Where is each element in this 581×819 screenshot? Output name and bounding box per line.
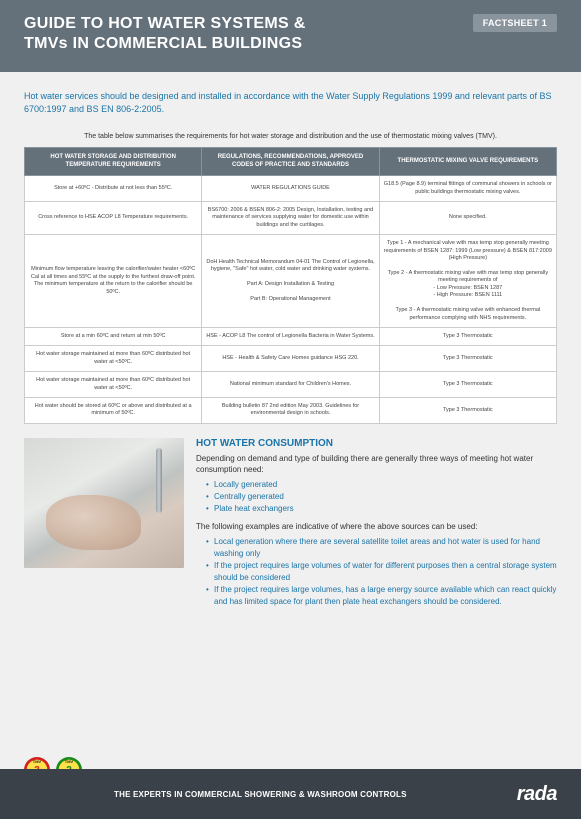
table-cell: Minimum flow temperature leaving the cal… bbox=[25, 235, 202, 328]
table-cell: BS6700: 2006 & BSEN 806-2: 2005 Design, … bbox=[202, 202, 379, 235]
table-row: Store at a min 60ºC and return at min 50… bbox=[25, 327, 557, 345]
list-item: If the project requires large volumes, h… bbox=[206, 584, 557, 608]
table-cell: Cross reference to HSE ACOP L8 Temperatu… bbox=[25, 202, 202, 235]
rada-logo: rada bbox=[517, 783, 557, 806]
title-line1: GUIDE TO HOT WATER SYSTEMS & bbox=[24, 15, 306, 32]
table-cell: Hot water storage maintained at more tha… bbox=[25, 372, 202, 398]
intro-paragraph: Hot water services should be designed an… bbox=[24, 90, 557, 116]
tmv-label: TMV bbox=[33, 759, 41, 764]
lower-section: HOT WATER CONSUMPTION Depending on deman… bbox=[24, 438, 557, 615]
table-cell: HSE - ACOP L8 The control of Legionella … bbox=[202, 327, 379, 345]
list-item: Plate heat exchangers bbox=[206, 503, 557, 515]
hand-washing-photo bbox=[24, 438, 184, 568]
table-cell: National minimum standard for Children's… bbox=[202, 372, 379, 398]
list-item: If the project requires large volumes of… bbox=[206, 560, 557, 584]
page-title: GUIDE TO HOT WATER SYSTEMS & TMVs IN COM… bbox=[24, 14, 306, 54]
list-item: Local generation where there are several… bbox=[206, 536, 557, 560]
table-cell: Store at a min 60ºC and return at min 50… bbox=[25, 327, 202, 345]
consumption-list-2: Local generation where there are several… bbox=[196, 536, 557, 608]
table-cell: Type 1 - A mechanical valve with max tem… bbox=[379, 235, 556, 328]
table-row: Hot water storage maintained at more tha… bbox=[25, 346, 557, 372]
consumption-title: HOT WATER CONSUMPTION bbox=[196, 438, 557, 449]
requirements-table: HOT WATER STORAGE AND DISTRIBUTION TEMPE… bbox=[24, 147, 557, 424]
tmv-label: TMV bbox=[65, 759, 73, 764]
table-header: REGULATIONS, RECOMMENDATIONS, APPROVED C… bbox=[202, 148, 379, 176]
header-bar: GUIDE TO HOT WATER SYSTEMS & TMVs IN COM… bbox=[0, 0, 581, 72]
table-cell: Hot water should be stored at 60ºC or ab… bbox=[25, 398, 202, 424]
table-cell: Building bulletin 87 2nd edition May 200… bbox=[202, 398, 379, 424]
table-cell: Type 3 Thermostatic bbox=[379, 327, 556, 345]
footer-bar: THE EXPERTS IN COMMERCIAL SHOWERING & WA… bbox=[0, 769, 581, 819]
consumption-block: HOT WATER CONSUMPTION Depending on deman… bbox=[196, 438, 557, 615]
factsheet-badge: FACTSHEET 1 bbox=[473, 14, 557, 32]
table-cell: HSE - Health & Safety Care Homes guidanc… bbox=[202, 346, 379, 372]
table-header: HOT WATER STORAGE AND DISTRIBUTION TEMPE… bbox=[25, 148, 202, 176]
title-line2: TMVs IN COMMERCIAL BUILDINGS bbox=[24, 35, 302, 52]
footer-tagline: THE EXPERTS IN COMMERCIAL SHOWERING & WA… bbox=[114, 790, 407, 799]
table-cell: Store at +60ºC - Distribute at not less … bbox=[25, 176, 202, 202]
table-cell: WATER REGULATIONS GUIDE bbox=[202, 176, 379, 202]
table-row: Hot water storage maintained at more tha… bbox=[25, 372, 557, 398]
table-header: THERMOSTATIC MIXING VALVE REQUIREMENTS bbox=[379, 148, 556, 176]
list-item: Locally generated bbox=[206, 479, 557, 491]
consumption-para2: The following examples are indicative of… bbox=[196, 521, 557, 532]
table-cell: DoH Health Technical Memorandum 04-01 Th… bbox=[202, 235, 379, 328]
table-cell: Type 3 Thermostatic bbox=[379, 398, 556, 424]
table-caption: The table below summarises the requireme… bbox=[24, 132, 557, 141]
content-area: Hot water services should be designed an… bbox=[0, 72, 581, 614]
consumption-list-1: Locally generatedCentrally generatedPlat… bbox=[196, 479, 557, 515]
table-cell: None specified. bbox=[379, 202, 556, 235]
list-item: Centrally generated bbox=[206, 491, 557, 503]
table-row: Hot water should be stored at 60ºC or ab… bbox=[25, 398, 557, 424]
table-row: Minimum flow temperature leaving the cal… bbox=[25, 235, 557, 328]
consumption-para1: Depending on demand and type of building… bbox=[196, 453, 557, 475]
table-row: Cross reference to HSE ACOP L8 Temperatu… bbox=[25, 202, 557, 235]
table-cell: Type 3 Thermostatic bbox=[379, 372, 556, 398]
table-cell: Type 3 Thermostatic bbox=[379, 346, 556, 372]
table-row: Store at +60ºC - Distribute at not less … bbox=[25, 176, 557, 202]
table-cell: G18.5 (Page 8.9) terminal fittings of co… bbox=[379, 176, 556, 202]
table-cell: Hot water storage maintained at more tha… bbox=[25, 346, 202, 372]
